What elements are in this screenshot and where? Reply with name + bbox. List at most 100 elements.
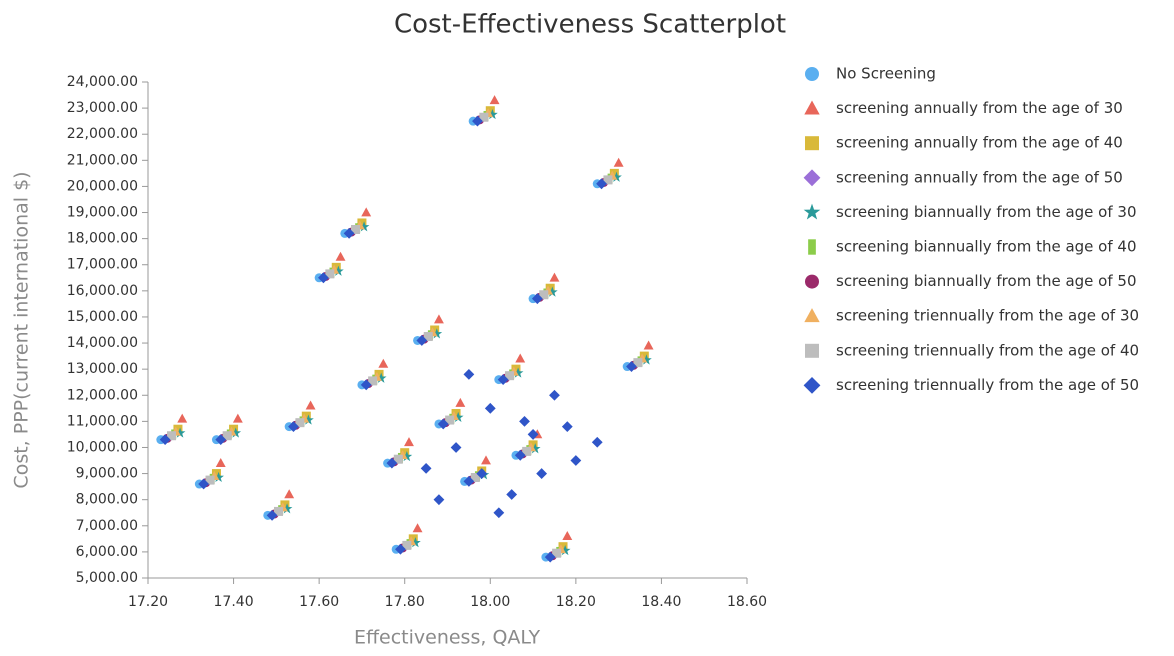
point — [511, 364, 521, 374]
point — [280, 500, 290, 510]
point — [552, 548, 562, 558]
y-tick-label: 16,000.00 — [67, 283, 138, 299]
point — [515, 353, 526, 363]
point — [452, 411, 464, 423]
point — [416, 335, 428, 346]
point — [437, 418, 449, 430]
y-tick-label: 20,000.00 — [67, 178, 138, 194]
point — [531, 293, 543, 305]
legend-marker — [805, 67, 819, 81]
legend-label: screening annually from the age of 50 — [836, 168, 1123, 186]
point — [375, 372, 387, 383]
point — [529, 443, 541, 454]
point — [335, 251, 346, 261]
point — [357, 218, 367, 228]
point — [266, 509, 278, 521]
point — [393, 454, 403, 464]
point — [613, 157, 624, 167]
point — [544, 551, 556, 563]
point — [412, 523, 423, 533]
legend-label: screening biannually from the age of 40 — [836, 238, 1136, 256]
point — [506, 489, 518, 500]
point — [445, 415, 455, 425]
point — [177, 413, 188, 423]
point — [484, 402, 496, 414]
point — [361, 207, 372, 217]
legend-marker — [805, 136, 819, 151]
x-tick-label: 18.60 — [727, 594, 767, 610]
legend-label: screening biannually from the age of 50 — [836, 272, 1136, 290]
point — [360, 379, 372, 391]
point — [213, 471, 224, 483]
point — [430, 325, 440, 335]
point — [386, 457, 398, 469]
point — [463, 476, 475, 487]
point — [536, 468, 548, 479]
x-tick-label: 18.40 — [641, 594, 681, 610]
point — [505, 371, 515, 381]
legend-label: screening annually from the age of 40 — [836, 134, 1123, 152]
point — [512, 367, 524, 378]
chart-title: Cost-Effectiveness Scatterplot — [394, 10, 786, 40]
point — [570, 455, 582, 466]
legend-label: No Screening — [836, 65, 936, 83]
legend-label: screening triennually from the age of 50 — [836, 376, 1139, 394]
legend-label: screening annually from the age of 30 — [836, 99, 1123, 117]
y-tick-label: 17,000.00 — [67, 257, 138, 273]
point — [545, 283, 555, 293]
legend-label: screening triennually from the age of 40 — [836, 341, 1139, 359]
point — [481, 455, 491, 465]
point — [626, 361, 637, 372]
point — [549, 389, 560, 401]
point — [522, 446, 532, 456]
point — [479, 112, 489, 122]
legend-marker — [804, 308, 820, 323]
point — [205, 475, 215, 485]
point — [420, 462, 432, 474]
point — [489, 95, 500, 105]
y-tick-label: 24,000.00 — [67, 74, 138, 90]
point — [476, 468, 488, 479]
y-tick-label: 13,000.00 — [67, 361, 138, 377]
legend-marker — [804, 100, 820, 115]
point — [303, 414, 314, 425]
point — [493, 507, 505, 519]
point — [230, 427, 242, 438]
y-tick-label: 23,000.00 — [67, 100, 138, 116]
point — [487, 109, 498, 120]
y-axis-title: Cost, PPP(current international $) — [11, 171, 33, 488]
legend-marker — [808, 239, 816, 255]
legend-marker — [803, 203, 821, 220]
point — [431, 328, 443, 339]
x-tick-label: 17.40 — [214, 594, 254, 610]
point — [603, 175, 613, 185]
point — [527, 429, 539, 440]
point — [633, 358, 643, 368]
point — [410, 537, 421, 548]
point — [174, 427, 186, 438]
point — [643, 340, 654, 350]
point — [401, 450, 413, 462]
x-tick-label: 17.20 — [128, 594, 168, 610]
point — [305, 400, 316, 410]
x-tick-label: 18.20 — [556, 594, 596, 610]
point — [288, 421, 299, 432]
point — [295, 418, 305, 428]
point — [232, 413, 243, 423]
y-tick-label: 19,000.00 — [67, 205, 138, 221]
point — [611, 171, 622, 182]
x-axis-title: Effectiveness, QALY — [354, 627, 541, 649]
legend-marker — [805, 274, 819, 289]
point — [559, 544, 571, 556]
point — [472, 115, 483, 127]
point — [433, 314, 444, 324]
point — [485, 106, 495, 116]
point — [211, 469, 221, 479]
point — [198, 478, 210, 490]
point — [558, 542, 568, 552]
y-tick-label: 14,000.00 — [67, 335, 138, 351]
x-tick-label: 17.80 — [385, 594, 425, 610]
y-tick-label: 10,000.00 — [67, 439, 138, 455]
point — [562, 531, 573, 541]
